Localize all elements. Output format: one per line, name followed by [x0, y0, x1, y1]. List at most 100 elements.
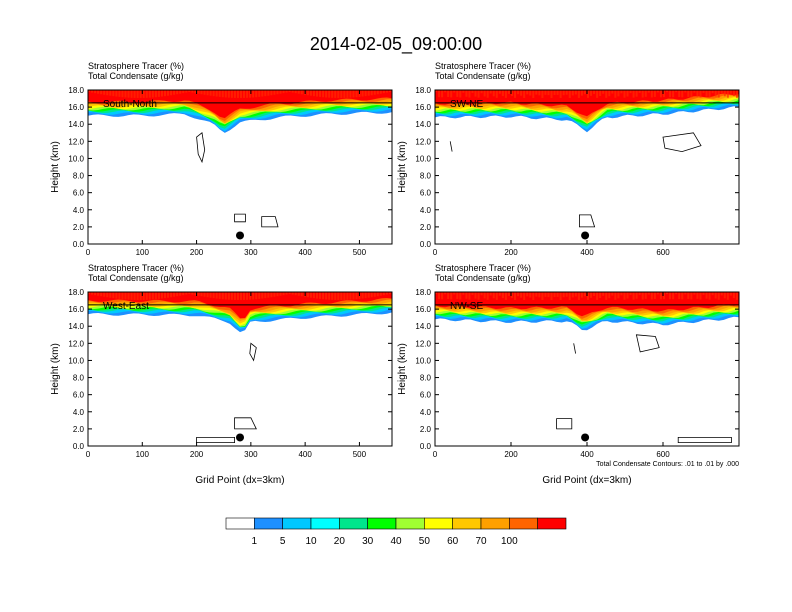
colorbar-swatch — [509, 517, 538, 530]
tracer-streak — [103, 292, 106, 297]
condensate-contour — [677, 437, 732, 443]
tracer-streak — [355, 90, 358, 98]
tracer-streak — [538, 90, 541, 96]
condensate-contour — [556, 418, 573, 430]
tracer-streak — [571, 90, 574, 96]
tracer-streak — [273, 90, 276, 95]
tracer-streak — [529, 90, 532, 96]
y-tick-label: 14.0 — [68, 120, 84, 129]
tracer-streak — [337, 90, 340, 98]
tracer-streak — [659, 90, 662, 98]
tracer-streak — [708, 292, 711, 300]
tracer-streak — [650, 292, 653, 300]
tracer-streak — [459, 90, 462, 98]
tracer-streak — [702, 90, 705, 93]
condensate-contour — [196, 132, 206, 164]
panel-label: SW-NE — [450, 99, 483, 110]
tracer-streak — [236, 292, 239, 300]
tracer-streak — [486, 292, 489, 300]
panel-sw-ne: Stratosphere Tracer (%)Total Condensate … — [397, 61, 740, 257]
tracer-streak — [492, 292, 495, 299]
tracer-streak — [118, 90, 121, 97]
tracer-streak — [346, 292, 349, 300]
tracer-band — [88, 90, 392, 119]
tracer-streak — [574, 90, 577, 95]
colorbar-label: 40 — [390, 536, 402, 547]
tracer-streak — [100, 90, 103, 95]
tracer-streak — [297, 292, 300, 296]
y-tick-label: 10.0 — [415, 356, 431, 365]
tracer-streak — [620, 292, 623, 296]
tracer-streak — [717, 292, 720, 300]
tracer-streak — [644, 292, 647, 299]
tracer-streak — [672, 292, 675, 300]
tracer-streak — [361, 292, 364, 299]
tracer-streak — [438, 292, 441, 300]
tracer-streak — [720, 292, 723, 296]
tracer-streak — [486, 90, 489, 98]
tracer-streak — [215, 90, 218, 97]
tracer-streak — [264, 292, 267, 299]
tracer-streak — [535, 90, 538, 95]
tracer-streak — [109, 292, 112, 298]
tracer-streak — [678, 90, 681, 98]
tracer-streak — [477, 90, 480, 98]
tracer-streak — [157, 90, 160, 97]
tracer-streak — [687, 90, 690, 97]
tracer-streak — [106, 292, 109, 298]
tracer-streak — [319, 292, 322, 299]
condensate-contour — [573, 343, 576, 354]
tracer-streak — [547, 90, 550, 96]
tracer-streak — [209, 90, 212, 96]
tracer-streak — [550, 90, 553, 98]
colorbar: 1 5 10 20 30 40 50 60 70 100 — [225, 517, 567, 547]
tracer-streak — [154, 90, 157, 98]
tracer-streak — [230, 90, 233, 98]
tracer-streak — [157, 292, 160, 299]
x-tick-label: 200 — [504, 248, 518, 257]
tracer-streak — [574, 292, 577, 297]
tracer-streak — [468, 90, 471, 98]
tracer-streak — [699, 292, 702, 300]
x-tick-label: 100 — [136, 248, 150, 257]
tracer-streak — [376, 292, 379, 297]
tracer-streak — [492, 90, 495, 97]
tracer-streak — [258, 90, 261, 97]
x-tick-label: 100 — [136, 450, 150, 459]
tracer-streak — [629, 90, 632, 94]
tracer-streak — [349, 292, 352, 300]
tracer-streak — [388, 292, 391, 295]
tracer-streak — [587, 292, 589, 300]
colorbar-label: 70 — [475, 536, 487, 547]
y-axis-label: Height (km) — [50, 343, 61, 395]
tracer-streak — [191, 90, 194, 93]
contour-note: Total Condensate Contours: .01 to .01 by… — [596, 461, 739, 468]
tracer-streak — [465, 292, 468, 299]
x-tick-label: 400 — [298, 450, 312, 459]
panel-subtitle-tracer: Stratosphere Tracer (%) — [435, 61, 531, 71]
condensate-contour — [579, 214, 596, 228]
y-tick-label: 2.0 — [420, 223, 432, 232]
x-tick-label: 600 — [656, 450, 670, 459]
tracer-streak — [523, 292, 526, 300]
tracer-streak — [675, 90, 678, 93]
colorbar-label: 10 — [305, 536, 317, 547]
y-tick-label: 18.0 — [68, 288, 84, 297]
tracer-streak — [191, 292, 194, 295]
x-tick-label: 300 — [244, 450, 258, 459]
tracer-streak — [258, 292, 261, 299]
tracer-streak — [285, 90, 288, 93]
x-tick-label: 400 — [580, 248, 594, 257]
tracer-streak — [343, 90, 346, 98]
tracer-streak — [167, 292, 170, 298]
y-tick-label: 16.0 — [68, 305, 84, 314]
tracer-streak — [297, 90, 300, 94]
tracer-streak — [270, 292, 273, 298]
tracer-streak — [164, 292, 166, 299]
tracer-streak — [206, 90, 209, 96]
y-tick-label: 0.0 — [73, 442, 85, 451]
panel-label: NW-SE — [450, 301, 483, 312]
tracer-streak — [139, 292, 142, 300]
tracer-streak — [106, 90, 109, 96]
